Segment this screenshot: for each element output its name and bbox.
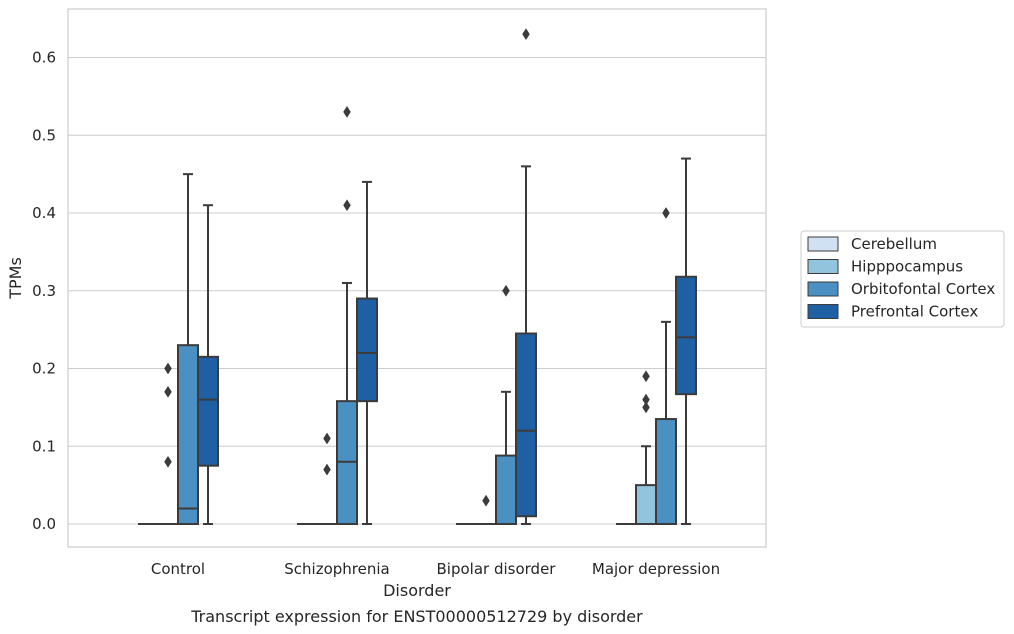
x-tick-label: Control xyxy=(151,560,205,578)
outlier-point xyxy=(482,494,490,507)
x-tick-labels: Control Schizophrenia Bipolar disorder Majo… xyxy=(151,560,720,578)
box xyxy=(635,484,657,525)
outlier-point xyxy=(164,385,172,398)
y-tick-label: 0.0 xyxy=(32,515,56,533)
box xyxy=(177,344,199,525)
legend: Cerebellum Hipppocampus Orbitofontal Corte… xyxy=(800,230,1005,328)
box xyxy=(675,275,697,396)
chart-caption: Transcript expression for ENST0000051272… xyxy=(190,607,643,626)
outlier-point xyxy=(343,199,351,212)
outlier-point xyxy=(323,432,331,445)
y-tick-label: 0.4 xyxy=(32,204,56,222)
outlier-point xyxy=(502,284,510,297)
legend-label: Orbitofontal Cortex xyxy=(851,280,995,298)
outlier-point xyxy=(642,401,650,414)
box xyxy=(495,454,517,525)
outlier-point xyxy=(323,463,331,476)
legend-swatch xyxy=(807,236,839,252)
legend-label: Cerebellum xyxy=(851,235,937,253)
outlier-point xyxy=(642,393,650,406)
outlier-point xyxy=(642,370,650,383)
y-tick-label: 0.6 xyxy=(32,49,56,67)
x-axis-title: Disorder xyxy=(383,581,451,600)
box xyxy=(356,297,378,403)
x-tick-label: Major depression xyxy=(592,560,720,578)
outlier-point xyxy=(164,362,172,375)
legend-label: Prefrontal Cortex xyxy=(851,303,978,321)
legend-swatch xyxy=(807,304,839,319)
y-tick-label: 0.2 xyxy=(32,360,56,378)
box xyxy=(515,332,537,518)
legend-frame xyxy=(800,230,1005,328)
y-tick-label: 0.3 xyxy=(32,282,56,300)
box xyxy=(655,418,677,526)
y-tick-labels: 0.0 0.1 0.2 0.3 0.4 0.5 0.6 xyxy=(32,49,56,534)
box xyxy=(197,355,219,467)
y-axis-title: TPMs xyxy=(6,257,25,300)
legend-label: Hipppocampus xyxy=(851,258,963,276)
outlier-point xyxy=(164,455,172,468)
outlier-point xyxy=(662,207,670,219)
legend-swatch xyxy=(807,281,839,297)
legend-swatch xyxy=(807,259,839,274)
box-groups xyxy=(138,28,697,526)
x-tick-label: Bipolar disorder xyxy=(437,560,557,578)
y-tick-label: 0.1 xyxy=(32,437,56,455)
outlier-point xyxy=(343,105,351,118)
x-tick-label: Schizophrenia xyxy=(284,560,389,578)
outlier-point xyxy=(522,28,530,41)
y-tick-label: 0.5 xyxy=(32,126,56,144)
plot-frame xyxy=(67,8,767,548)
